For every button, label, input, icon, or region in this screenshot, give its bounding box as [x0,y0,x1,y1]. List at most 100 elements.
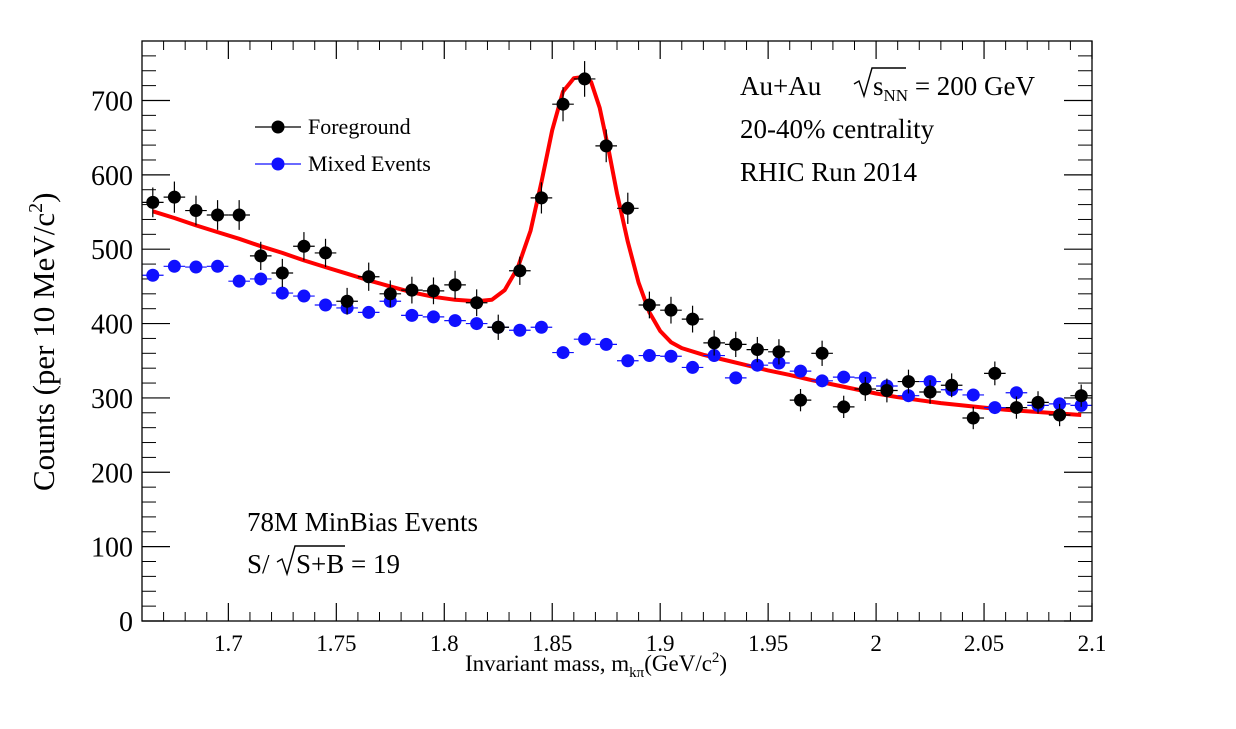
foreground-point [988,366,1002,380]
mixed-events-point [189,260,203,274]
mixed-events-point [534,320,548,334]
annotation-top-right: Au+Au sNN = 200 GeV 20-40% centrality RH… [740,67,1036,187]
foreground-point [837,400,851,414]
foreground-point [664,303,678,317]
mixed-events-point [837,370,851,384]
mixed-events-point [750,358,764,372]
annotation-collision-system: Au+Au [740,71,822,101]
mixed-events-point [426,310,440,324]
foreground-point [1053,408,1067,422]
foreground-point [556,97,570,111]
legend-foreground-label: Foreground [308,114,411,139]
foreground-point [189,204,203,218]
x-tick-label: 2.05 [964,631,1004,656]
foreground-point [426,284,440,298]
foreground-point [945,378,959,392]
mixed-events-point [448,314,462,328]
mixed-events-point [556,346,570,360]
foreground-point [858,382,872,396]
legend-mixed-marker [271,157,285,171]
foreground-point [772,345,786,359]
legend: Foreground Mixed Events [255,114,431,176]
foreground-point [686,312,700,326]
mixed-events-point [578,332,592,346]
x-tick-label: 1.95 [748,631,788,656]
y-tick-label: 200 [91,458,133,489]
y-tick-label: 0 [119,607,133,638]
foreground-point [405,283,419,297]
mixed-events-point [319,298,333,312]
mixed-events-point [297,289,311,303]
y-tick-label: 300 [91,384,133,415]
sqrt-sign-icon [853,67,906,99]
foreground-point [729,337,743,351]
fit-curve-layer [152,74,1082,417]
x-tick-labels: 1.7 1.75 1.8 1.85 1.9 1.95 2 2.05 2.1 [214,631,1106,656]
annotation-bottom-left: 78M MinBias Events S/ S+B = 19 [247,507,478,579]
foreground-point [966,411,980,425]
foreground-point [362,270,376,284]
mixed-events-point [729,371,743,385]
foreground-point [815,346,829,360]
axis-ticks [141,41,1093,622]
mixed-events-point [167,259,181,273]
foreground-point [448,278,462,292]
foreground-point [578,72,592,86]
foreground-point [275,266,289,280]
foreground-point [232,208,246,222]
foreground-point [297,239,311,253]
foreground-point [470,296,484,310]
legend-mixed-label: Mixed Events [308,151,431,176]
mixed-events-point [642,349,656,363]
x-tick-label: 2.1 [1078,631,1107,656]
foreground-point [146,195,160,209]
mixed-events-point [794,364,808,378]
mixed-events-point [405,308,419,322]
foreground-point [1031,395,1045,409]
mixed-events-point [988,401,1002,415]
mixed-events-point [232,274,246,288]
mixed-events-point [686,360,700,374]
mixed-events-point [275,286,289,300]
foreground-point [1009,401,1023,415]
foreground-point [642,298,656,312]
y-tick-label: 600 [91,161,133,192]
foreground-point [340,294,354,308]
mixed-events-point [966,388,980,402]
mixed-events-point [513,323,527,337]
mixed-events-point [815,374,829,388]
annotation-significance-post: S+B = 19 [296,549,400,579]
annotation-run: RHIC Run 2014 [740,157,918,187]
y-tick-label: 700 [91,86,133,117]
sqrt-sign-icon [276,545,345,577]
x-tick-label: 1.7 [214,631,243,656]
x-tick-label: 1.75 [316,631,356,656]
mixed-events-point [146,268,160,282]
foreground-series [142,61,1092,430]
annotation-significance-pre: S/ [247,549,270,579]
annotation-event-count: 78M MinBias Events [247,507,478,537]
annotation-centrality: 20-40% centrality [740,114,935,144]
x-axis-title: Invariant mass, mkπ(GeV/c2) [465,650,727,681]
mixed-events-point [470,317,484,331]
foreground-point [254,249,268,263]
mixed-events-point [901,389,915,403]
x-tick-label: 1.8 [430,631,459,656]
mixed-events-point [254,272,268,286]
plot-frame [141,40,1093,622]
x-tick-label: 2 [870,631,882,656]
y-tick-labels: 0 100 200 300 400 500 600 700 [91,86,133,638]
legend-foreground-marker [271,120,285,134]
foreground-point [513,264,527,278]
y-tick-label: 100 [91,533,133,564]
foreground-point [901,375,915,389]
mixed-events-point [621,354,635,368]
foreground-point [750,343,764,357]
foreground-point [319,246,333,260]
fit-curve-line [152,74,1082,417]
y-tick-label: 400 [91,310,133,341]
x-tick-label: 1.85 [532,631,572,656]
annotation-sqrt-s: sNN = 200 GeV [873,71,1036,105]
foreground-point [383,287,397,301]
